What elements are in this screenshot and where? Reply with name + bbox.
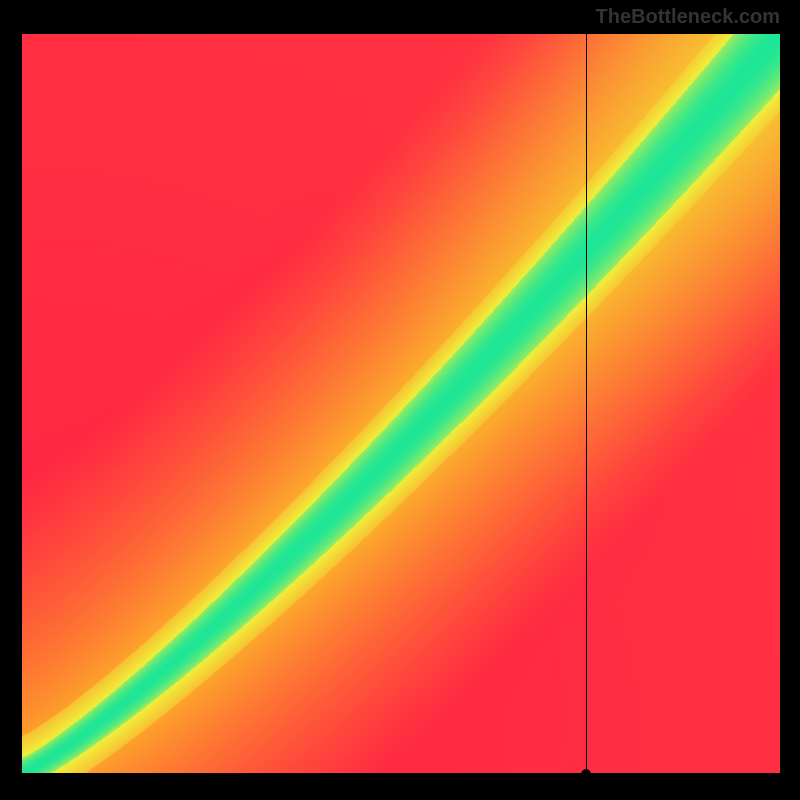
heatmap-plot [20,34,780,774]
chart-container: TheBottleneck.com [0,0,800,800]
heatmap-canvas [20,34,780,774]
watermark-text: TheBottleneck.com [596,6,780,29]
y-axis [20,34,22,774]
data-point-marker [581,769,591,779]
x-axis [20,773,780,775]
marker-vertical-line [586,34,587,774]
